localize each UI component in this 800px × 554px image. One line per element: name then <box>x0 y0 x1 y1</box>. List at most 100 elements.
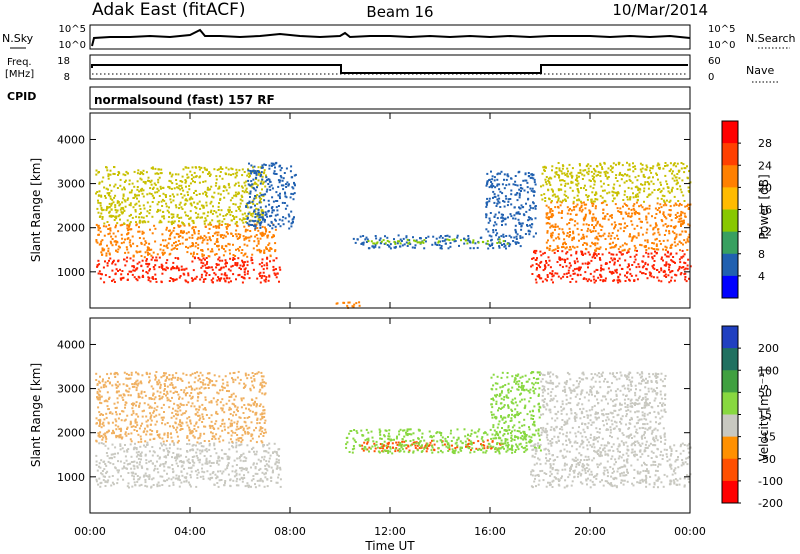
range-cell <box>189 170 192 173</box>
range-cell <box>230 393 233 396</box>
range-cell <box>157 435 160 438</box>
range-cell <box>595 174 598 177</box>
range-cell <box>98 243 101 246</box>
range-cell <box>617 192 620 195</box>
range-cell <box>637 195 640 198</box>
range-cell <box>575 252 578 255</box>
range-cell <box>674 237 677 239</box>
range-cell <box>406 245 409 247</box>
range-cell <box>127 229 130 232</box>
range-cell <box>568 262 571 265</box>
range-cell <box>131 407 134 410</box>
range-cell <box>498 197 501 200</box>
range-cell <box>180 206 183 209</box>
range-cell <box>178 397 180 400</box>
range-cell <box>129 221 132 224</box>
range-cell <box>117 230 120 233</box>
range-cell <box>243 181 246 184</box>
range-cell <box>564 200 567 202</box>
range-cell <box>505 197 508 200</box>
range-cell <box>140 438 143 441</box>
range-cell <box>261 471 264 474</box>
range-cell <box>534 183 537 186</box>
range-cell <box>485 205 488 208</box>
range-cell <box>532 207 535 210</box>
range-cell <box>156 203 159 206</box>
range-cell <box>669 209 672 212</box>
range-cell <box>172 415 175 418</box>
range-cell <box>192 278 195 281</box>
range-cell <box>613 183 616 186</box>
range-cell <box>617 163 620 166</box>
range-cell <box>204 217 207 220</box>
range-cell <box>170 377 173 380</box>
range-cell <box>486 183 489 185</box>
range-cell <box>251 253 254 256</box>
range-cell <box>194 277 197 280</box>
range-cell <box>98 396 101 399</box>
range-cell <box>226 277 229 280</box>
range-cell <box>675 203 678 206</box>
range-cell <box>137 396 140 399</box>
range-cell <box>472 441 475 444</box>
range-cell <box>218 375 221 378</box>
range-cell <box>186 392 189 394</box>
range-cell <box>205 193 207 196</box>
range-cell <box>270 214 273 217</box>
range-cell <box>293 181 295 184</box>
range-cell <box>293 216 295 219</box>
range-cell <box>166 385 169 388</box>
range-cell <box>125 467 128 470</box>
range-cell <box>671 172 673 175</box>
power-ylabel: Slant Range [km] <box>29 158 43 262</box>
range-cell <box>122 393 125 396</box>
range-cell <box>614 203 617 206</box>
range-cell <box>654 238 657 241</box>
range-cell <box>548 182 551 185</box>
range-cell <box>110 215 113 218</box>
range-cell <box>185 198 188 201</box>
range-cell <box>250 376 253 379</box>
range-cell <box>195 444 197 447</box>
range-cell <box>418 241 421 244</box>
colorbar-tick-label: 20 <box>758 181 772 194</box>
range-cell <box>103 400 106 403</box>
range-cell <box>99 401 101 404</box>
range-cell <box>250 404 253 407</box>
range-cell <box>248 426 251 429</box>
range-cell <box>250 206 253 209</box>
range-cell <box>205 377 208 379</box>
range-cell <box>247 168 249 171</box>
range-cell <box>621 244 624 247</box>
range-cell <box>105 166 108 169</box>
range-cell <box>121 447 124 450</box>
range-cell <box>254 472 257 475</box>
range-cell <box>219 435 222 438</box>
range-cell <box>197 379 200 382</box>
range-cell <box>624 280 627 282</box>
range-cell <box>285 167 288 170</box>
range-cell <box>610 246 613 249</box>
range-cell <box>266 444 269 447</box>
range-cell <box>437 241 440 244</box>
range-cell <box>544 181 547 184</box>
range-cell <box>262 405 265 408</box>
range-cell <box>195 408 198 411</box>
range-cell <box>576 194 579 197</box>
range-cell <box>543 251 546 254</box>
range-cell <box>191 372 194 375</box>
range-cell <box>678 240 681 243</box>
range-cell <box>198 405 201 408</box>
range-cell <box>533 178 536 181</box>
range-cell <box>601 166 603 169</box>
range-cell <box>225 274 228 277</box>
range-cell <box>620 178 623 181</box>
range-cell <box>182 272 185 275</box>
range-cell <box>530 176 533 179</box>
range-cell <box>210 279 213 282</box>
range-cell <box>204 425 207 428</box>
range-cell <box>575 183 578 186</box>
range-cell <box>600 229 603 231</box>
range-cell <box>595 279 597 282</box>
range-cell <box>235 446 238 449</box>
